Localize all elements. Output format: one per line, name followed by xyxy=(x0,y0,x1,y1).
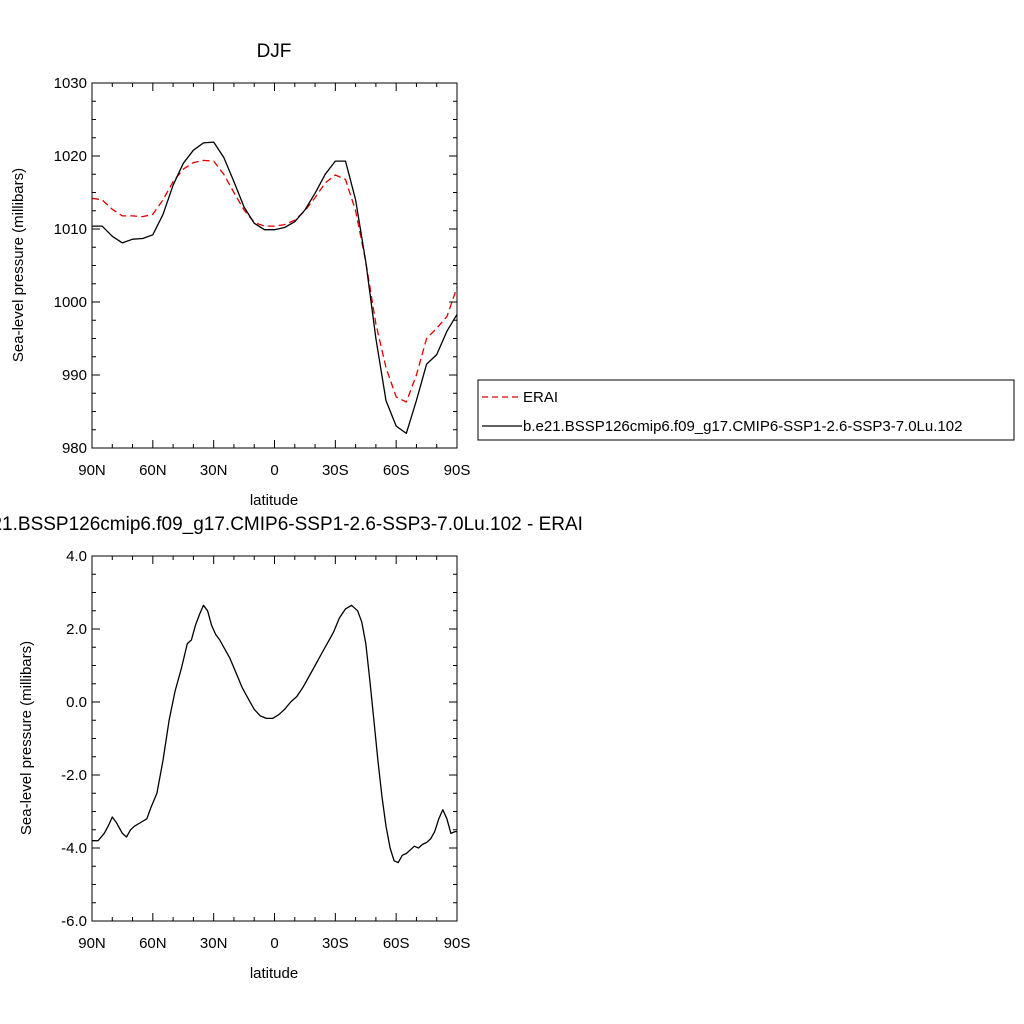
tick-labels: 90N 60N 30N 0 30S 60S 90S -6.0 -4.0 -2.0 0.0 2.0 4.0 xyxy=(61,548,470,952)
legend-label-erai: ERAI xyxy=(523,389,558,406)
x-axis-label: latitude xyxy=(250,492,298,509)
series-lines xyxy=(92,604,457,864)
y-tick-label: 0.0 xyxy=(66,694,87,711)
y-tick-label: -4.0 xyxy=(61,840,87,857)
x-tick-label: 90S xyxy=(444,935,471,952)
x-tick-label: 30S xyxy=(322,462,349,479)
x-tick-label: 60S xyxy=(383,935,410,952)
x-tick-label: 30S xyxy=(322,935,349,952)
plot-frame xyxy=(91,555,458,922)
tick-labels: 90N 60N 30N 0 30S 60S 90S 980 990 1000 1010 1020 103… xyxy=(54,75,471,479)
y-tick-label: -6.0 xyxy=(61,913,87,930)
y-tick-label: 1000 xyxy=(54,294,87,311)
difference-line xyxy=(92,604,457,864)
x-tick-label: 90S xyxy=(444,462,471,479)
x-tick-label: 30N xyxy=(200,462,228,479)
y-axis-label: Sea-level pressure (millibars) xyxy=(10,168,27,362)
y-tick-label: -2.0 xyxy=(61,767,87,784)
x-tick-label: 0 xyxy=(270,935,278,952)
y-tick-label: 990 xyxy=(62,367,87,384)
legend-label-model: b.e21.BSSP126cmip6.f09_g17.CMIP6-SSP1-2.… xyxy=(523,418,962,435)
chart-title: b.e21.BSSP126cmip6.f09_g17.CMIP6-SSP1-2.… xyxy=(0,514,583,535)
x-axis-label: latitude xyxy=(250,965,298,982)
x-tick-label: 60S xyxy=(383,462,410,479)
y-tick-label: 4.0 xyxy=(66,548,87,565)
y-tick-label: 2.0 xyxy=(66,621,87,638)
axis-ticks xyxy=(91,82,458,449)
x-tick-label: 90N xyxy=(78,462,106,479)
chart-title: DJF xyxy=(257,41,292,62)
series-lines xyxy=(91,141,458,435)
y-tick-label: 980 xyxy=(62,440,87,457)
axis-ticks xyxy=(91,555,458,922)
model-line xyxy=(92,141,458,435)
legend-box xyxy=(477,379,1015,441)
top-panel: DJF Sea-level pressure (millibars) latit… xyxy=(10,41,470,509)
x-tick-label: 30N xyxy=(200,935,228,952)
erai-line xyxy=(91,159,458,403)
x-tick-label: 60N xyxy=(139,935,167,952)
x-tick-label: 90N xyxy=(78,935,106,952)
x-tick-label: 60N xyxy=(139,462,167,479)
plot-frame xyxy=(91,82,458,449)
y-tick-label: 1030 xyxy=(54,75,87,92)
y-tick-label: 1010 xyxy=(54,221,87,238)
y-axis-label: Sea-level pressure (millibars) xyxy=(18,641,35,835)
legend: ERAI b.e21.BSSP126cmip6.f09_g17.CMIP6-SS… xyxy=(477,379,1015,441)
x-tick-label: 0 xyxy=(270,462,278,479)
bottom-panel: b.e21.BSSP126cmip6.f09_g17.CMIP6-SSP1-2.… xyxy=(0,514,583,982)
y-tick-label: 1020 xyxy=(54,148,87,165)
